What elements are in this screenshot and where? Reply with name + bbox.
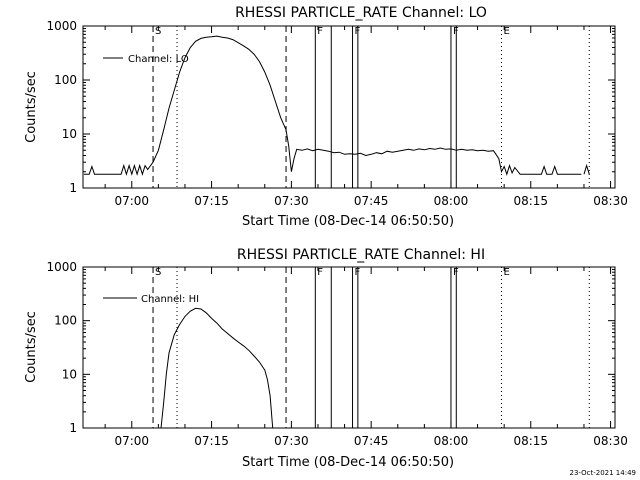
x-tick-label-lo: 08:15 <box>513 194 548 208</box>
event-marker-label-lo: E <box>504 26 510 37</box>
legend-label-hi: Channel: HI <box>141 294 199 305</box>
event-marker-label-hi: E <box>504 267 510 278</box>
x-tick-label-lo: 07:45 <box>354 194 389 208</box>
timestamp: 23-Oct-2021 14:49 <box>570 469 636 477</box>
x-axis-label-hi: Start Time (08-Dec-14 06:50:50) <box>242 455 454 470</box>
y-tick-label-lo: 100 <box>54 73 77 87</box>
y-tick-label-lo: 1 <box>69 181 77 195</box>
series-line-lo <box>83 35 590 176</box>
chart-title-lo: RHESSI PARTICLE_RATE Channel: LO <box>235 5 487 21</box>
x-tick-label-lo: 07:00 <box>114 194 149 208</box>
plot-frame-hi <box>82 266 616 429</box>
chart-title-hi: RHESSI PARTICLE_RATE Channel: HI <box>237 247 485 263</box>
y-tick-label-lo: 1000 <box>46 19 77 33</box>
x-tick-label-hi: 08:00 <box>434 434 469 448</box>
y-axis-label-hi: Counts/sec <box>24 311 39 383</box>
y-tick-label-hi: 10 <box>62 367 77 381</box>
x-tick-label-lo: 07:15 <box>194 194 229 208</box>
x-tick-label-hi: 07:30 <box>274 434 309 448</box>
plot-frame-lo <box>82 25 616 189</box>
x-axis-label-lo: Start Time (08-Dec-14 06:50:50) <box>242 214 454 229</box>
event-marker-label-lo: F <box>317 26 323 37</box>
y-tick-label-hi: 1 <box>69 421 77 435</box>
x-tick-label-lo: 08:30 <box>593 194 628 208</box>
x-tick-label-hi: 08:30 <box>593 434 628 448</box>
panel-hi: RHESSI PARTICLE_RATE Channel: HI Start T… <box>24 247 628 470</box>
y-tick-label-lo: 10 <box>62 127 77 141</box>
series-line-hi <box>160 307 274 428</box>
x-tick-label-hi: 07:00 <box>114 434 149 448</box>
x-tick-label-lo: 07:30 <box>274 194 309 208</box>
y-tick-label-hi: 100 <box>54 314 77 328</box>
event-marker-label-hi: S <box>155 267 161 278</box>
y-axis-label-lo: Counts/sec <box>24 71 39 143</box>
legend-label-lo: Channel: LO <box>128 54 189 65</box>
x-tick-label-lo: 08:00 <box>434 194 469 208</box>
y-tick-label-hi: 1000 <box>46 260 77 274</box>
x-tick-label-hi: 07:15 <box>194 434 229 448</box>
x-tick-label-hi: 07:45 <box>354 434 389 448</box>
panel-lo: RHESSI PARTICLE_RATE Channel: LO Start T… <box>24 5 628 229</box>
event-marker-label-hi: F <box>317 267 323 278</box>
event-marker-label-lo: S <box>155 26 161 37</box>
x-tick-label-hi: 08:15 <box>513 434 548 448</box>
